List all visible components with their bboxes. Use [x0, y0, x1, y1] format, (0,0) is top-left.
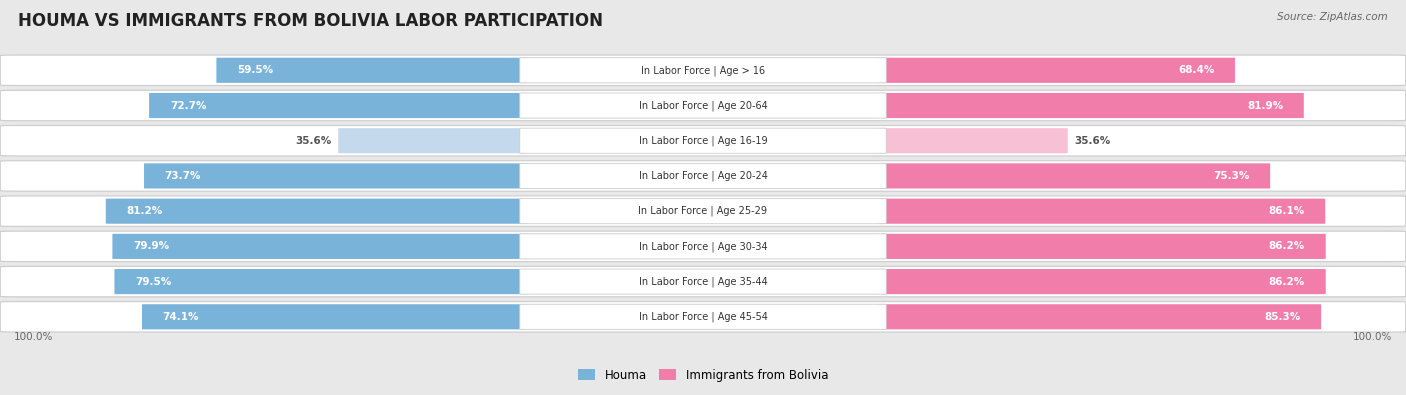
FancyBboxPatch shape [520, 269, 886, 294]
Text: 85.3%: 85.3% [1264, 312, 1301, 322]
FancyBboxPatch shape [520, 234, 886, 259]
FancyBboxPatch shape [0, 90, 1406, 121]
Text: 81.2%: 81.2% [127, 206, 163, 216]
Text: 35.6%: 35.6% [1074, 136, 1111, 146]
FancyBboxPatch shape [142, 304, 529, 329]
FancyBboxPatch shape [143, 164, 529, 188]
Text: 74.1%: 74.1% [163, 312, 200, 322]
Text: In Labor Force | Age 25-29: In Labor Force | Age 25-29 [638, 206, 768, 216]
FancyBboxPatch shape [877, 234, 1326, 259]
FancyBboxPatch shape [877, 93, 1303, 118]
Text: 75.3%: 75.3% [1213, 171, 1250, 181]
FancyBboxPatch shape [520, 93, 886, 118]
Text: 79.9%: 79.9% [134, 241, 169, 251]
FancyBboxPatch shape [520, 304, 886, 329]
FancyBboxPatch shape [877, 269, 1326, 294]
FancyBboxPatch shape [520, 128, 886, 153]
Text: In Labor Force | Age 30-34: In Labor Force | Age 30-34 [638, 241, 768, 252]
Text: In Labor Force | Age 16-19: In Labor Force | Age 16-19 [638, 135, 768, 146]
Text: 100.0%: 100.0% [1353, 332, 1392, 342]
Text: In Labor Force | Age 45-54: In Labor Force | Age 45-54 [638, 312, 768, 322]
FancyBboxPatch shape [149, 93, 529, 118]
Text: 68.4%: 68.4% [1178, 65, 1215, 75]
Text: 79.5%: 79.5% [135, 276, 172, 287]
Text: 59.5%: 59.5% [238, 65, 273, 75]
FancyBboxPatch shape [520, 164, 886, 188]
Text: In Labor Force | Age 20-24: In Labor Force | Age 20-24 [638, 171, 768, 181]
FancyBboxPatch shape [114, 269, 529, 294]
Text: 35.6%: 35.6% [295, 136, 332, 146]
Text: In Labor Force | Age > 16: In Labor Force | Age > 16 [641, 65, 765, 75]
Text: 86.2%: 86.2% [1268, 276, 1305, 287]
FancyBboxPatch shape [520, 199, 886, 224]
FancyBboxPatch shape [105, 199, 529, 224]
FancyBboxPatch shape [520, 58, 886, 83]
FancyBboxPatch shape [0, 55, 1406, 85]
FancyBboxPatch shape [112, 234, 529, 259]
FancyBboxPatch shape [0, 126, 1406, 156]
FancyBboxPatch shape [0, 302, 1406, 332]
FancyBboxPatch shape [339, 128, 529, 153]
Text: 86.2%: 86.2% [1268, 241, 1305, 251]
Text: In Labor Force | Age 35-44: In Labor Force | Age 35-44 [638, 276, 768, 287]
Text: 81.9%: 81.9% [1247, 100, 1284, 111]
Text: In Labor Force | Age 20-64: In Labor Force | Age 20-64 [638, 100, 768, 111]
FancyBboxPatch shape [877, 199, 1326, 224]
FancyBboxPatch shape [877, 58, 1234, 83]
Text: 73.7%: 73.7% [165, 171, 201, 181]
FancyBboxPatch shape [0, 161, 1406, 191]
FancyBboxPatch shape [877, 128, 1067, 153]
Text: 100.0%: 100.0% [14, 332, 53, 342]
FancyBboxPatch shape [0, 231, 1406, 261]
FancyBboxPatch shape [877, 304, 1322, 329]
FancyBboxPatch shape [0, 266, 1406, 297]
Text: 86.1%: 86.1% [1268, 206, 1305, 216]
Text: Source: ZipAtlas.com: Source: ZipAtlas.com [1277, 12, 1388, 22]
FancyBboxPatch shape [217, 58, 529, 83]
Text: 72.7%: 72.7% [170, 100, 207, 111]
Text: HOUMA VS IMMIGRANTS FROM BOLIVIA LABOR PARTICIPATION: HOUMA VS IMMIGRANTS FROM BOLIVIA LABOR P… [18, 12, 603, 30]
FancyBboxPatch shape [0, 196, 1406, 226]
Legend: Houma, Immigrants from Bolivia: Houma, Immigrants from Bolivia [572, 364, 834, 386]
FancyBboxPatch shape [877, 164, 1270, 188]
